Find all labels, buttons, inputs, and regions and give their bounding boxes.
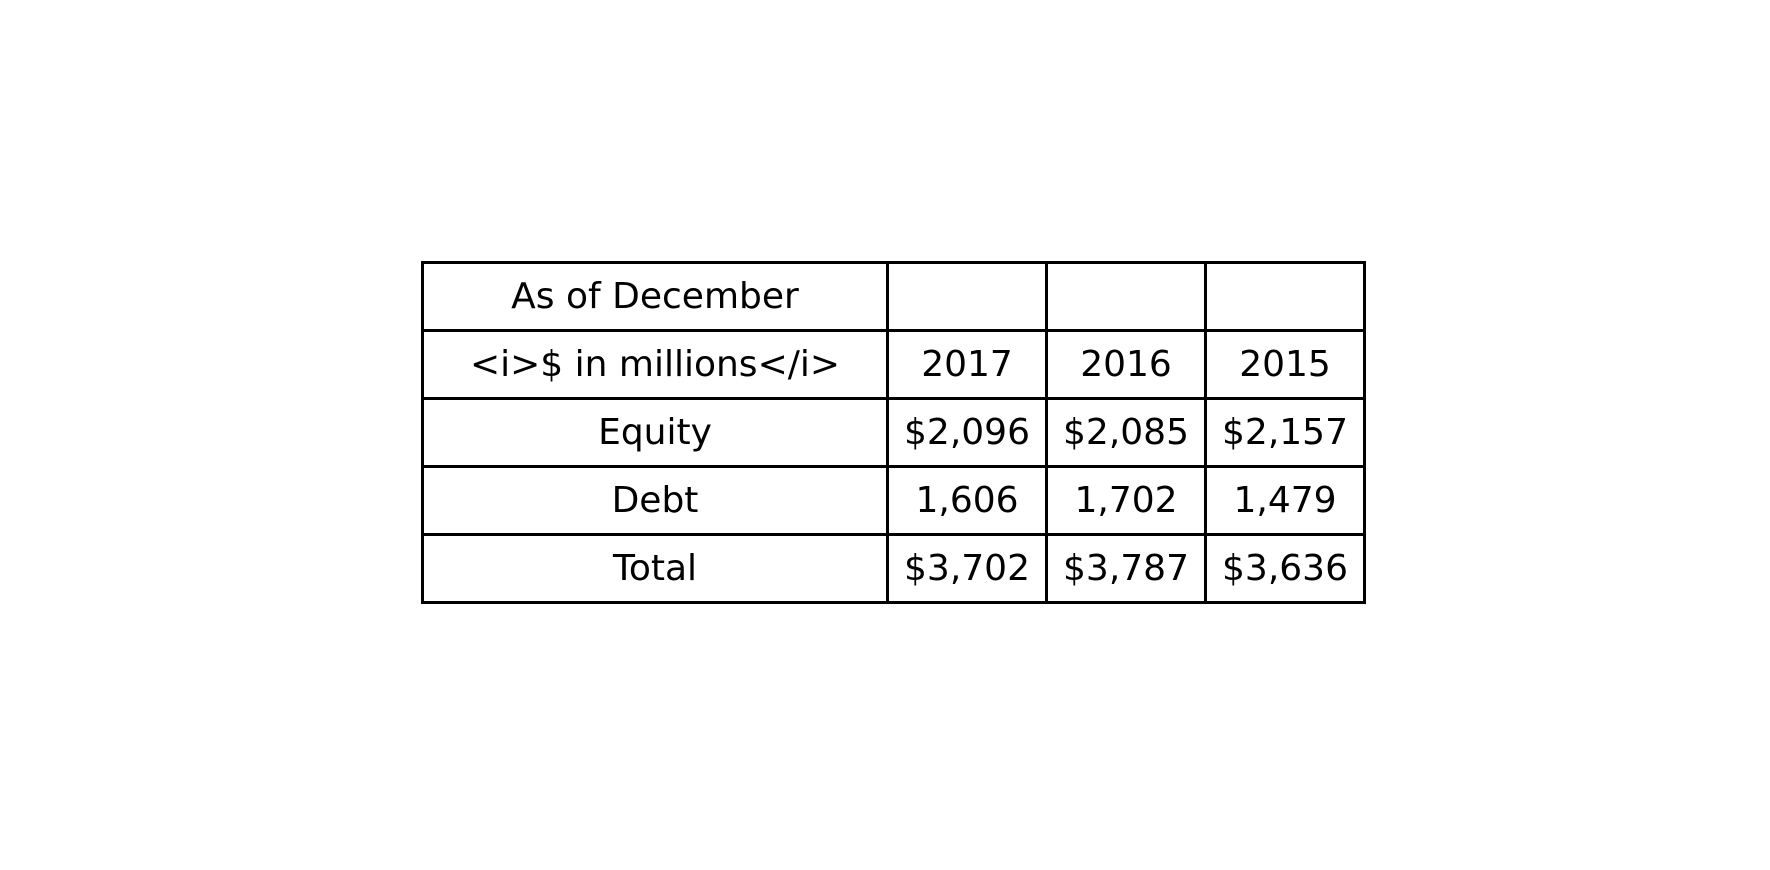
value-cell: $3,702: [886, 533, 1048, 604]
row-label-cell: <i>$ in millions</i>: [421, 329, 889, 400]
value-cell: $2,096: [886, 397, 1048, 468]
row-label-cell: As of December: [421, 261, 889, 332]
value-cell: 1,606: [886, 465, 1048, 536]
value-cell: [1045, 261, 1207, 332]
value-cell: 2017: [886, 329, 1048, 400]
value-cell: [886, 261, 1048, 332]
value-cell: $2,085: [1045, 397, 1207, 468]
value-cell: $2,157: [1204, 397, 1366, 468]
table-row: Total $3,702 $3,787 $3,636: [421, 533, 1366, 604]
row-label-cell: Equity: [421, 397, 889, 468]
table-row: Debt 1,606 1,702 1,479: [421, 465, 1366, 536]
value-cell: 1,479: [1204, 465, 1366, 536]
value-cell: $3,636: [1204, 533, 1366, 604]
table-row: Equity $2,096 $2,085 $2,157: [421, 397, 1366, 468]
value-cell: 1,702: [1045, 465, 1207, 536]
value-cell: [1204, 261, 1366, 332]
header-row: As of December: [421, 261, 1366, 332]
data-table: As of December <i>$ in millions</i> 2017 20…: [421, 261, 1366, 604]
value-cell: 2015: [1204, 329, 1366, 400]
value-cell: $3,787: [1045, 533, 1207, 604]
value-cell: 2016: [1045, 329, 1207, 400]
row-label-cell: Total: [421, 533, 889, 604]
row-label-cell: Debt: [421, 465, 889, 536]
header-row: <i>$ in millions</i> 2017 2016 2015: [421, 329, 1366, 400]
table-body: As of December <i>$ in millions</i> 2017 20…: [421, 261, 1366, 604]
